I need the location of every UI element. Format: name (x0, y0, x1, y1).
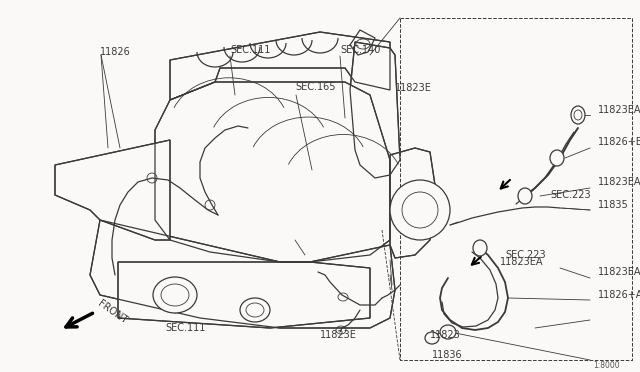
Polygon shape (90, 220, 395, 328)
Polygon shape (170, 32, 390, 100)
Text: 11823EA: 11823EA (598, 177, 640, 187)
Text: 11823E: 11823E (395, 83, 432, 93)
Text: 11826: 11826 (100, 47, 131, 57)
Text: 11826+A: 11826+A (598, 290, 640, 300)
Polygon shape (155, 82, 390, 262)
Ellipse shape (390, 180, 450, 240)
Ellipse shape (240, 298, 270, 322)
Ellipse shape (440, 325, 456, 339)
Text: 11823E: 11823E (320, 330, 357, 340)
Text: 11836: 11836 (432, 350, 463, 360)
Ellipse shape (550, 150, 564, 166)
Ellipse shape (425, 332, 439, 344)
Text: 11823: 11823 (430, 330, 461, 340)
Polygon shape (55, 140, 170, 240)
Text: 1:8000: 1:8000 (593, 360, 620, 369)
Ellipse shape (518, 188, 532, 204)
Text: SEC.223: SEC.223 (550, 190, 591, 200)
Ellipse shape (473, 240, 487, 256)
Text: FRONT: FRONT (96, 298, 129, 326)
Text: SEC.140: SEC.140 (340, 45, 380, 55)
Polygon shape (118, 262, 370, 328)
Text: SEC.223: SEC.223 (505, 250, 546, 260)
Text: SEC.111: SEC.111 (230, 45, 270, 55)
Ellipse shape (153, 277, 197, 313)
Text: 11835: 11835 (598, 200, 628, 210)
Ellipse shape (571, 106, 585, 124)
Text: SEC.111: SEC.111 (165, 323, 205, 333)
Polygon shape (390, 148, 435, 258)
Text: 11823EA: 11823EA (598, 105, 640, 115)
Text: 11823EA: 11823EA (598, 267, 640, 277)
Text: SEC.165: SEC.165 (295, 82, 335, 92)
Polygon shape (350, 42, 400, 178)
Text: 11823EA: 11823EA (500, 257, 543, 267)
Text: 11826+B: 11826+B (598, 137, 640, 147)
